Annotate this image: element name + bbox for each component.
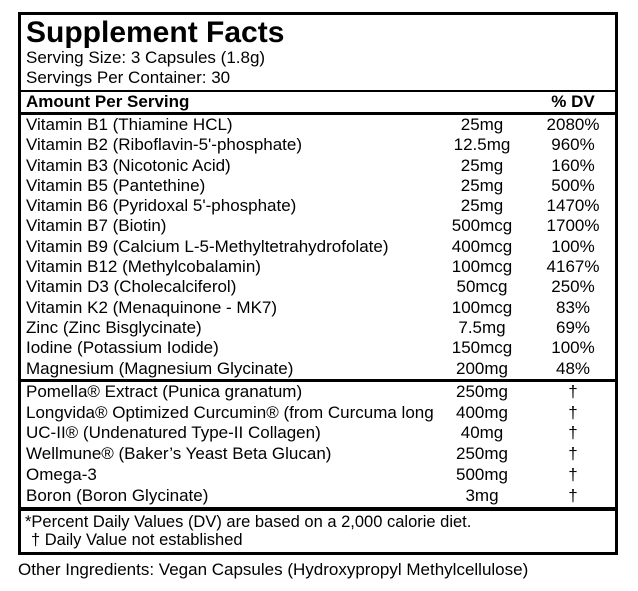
table-row: UC-II® (Undenatured Type-II Collagen) 40…	[21, 423, 615, 444]
table-row: Vitamin D3 (Cholecalciferol) 50mcg 250%	[21, 277, 615, 297]
ingredient-amount: 500mg	[456, 465, 508, 485]
dv-header: % DV	[551, 92, 595, 111]
nutrient-name: Magnesium (Magnesium Glycinate)	[26, 358, 294, 378]
table-row: Longvida® Optimized Curcumin® (from Curc…	[21, 403, 615, 424]
table-row: Pomella® Extract (Punica granatum) 250mg…	[21, 382, 615, 403]
other-ingredients: Other Ingredients: Vegan Capsules (Hydro…	[18, 559, 529, 579]
amount-column-spacer	[433, 92, 531, 112]
nutrient-name: Vitamin D3 (Cholecalciferol)	[26, 277, 237, 297]
table-row: Vitamin B2 (Riboflavin-5'-phosphate) 12.…	[21, 135, 615, 155]
percent-dv-footnote: *Percent Daily Values (DV) are based on …	[25, 512, 472, 531]
nutrient-amount: 7.5mg	[458, 317, 506, 337]
dagger-symbol: †	[568, 485, 578, 505]
ingredient-amount: 40mg	[460, 423, 504, 443]
servings-per-container: Servings Per Container: 30	[26, 68, 231, 87]
nutrient-dv: 1700%	[546, 216, 600, 236]
nutrient-name: Vitamin K2 (Menaquinone - MK7)	[26, 297, 278, 317]
nutrient-amount: 25mg	[460, 175, 504, 195]
table-row: Vitamin B6 (Pyridoxal 5'-phosphate) 25mg…	[21, 196, 615, 216]
nutrient-name: Vitamin B2 (Riboflavin-5'-phosphate)	[26, 135, 303, 155]
nutrient-dv: 160%	[551, 155, 595, 175]
nutrient-amount: 50mcg	[456, 277, 508, 297]
ingredient-amount: 3mg	[465, 485, 499, 505]
nutrient-dv: 83%	[555, 297, 591, 317]
ingredient-name: Wellmune® (Baker’s Yeast Beta Glucan)	[26, 444, 332, 464]
table-row: Wellmune® (Baker’s Yeast Beta Glucan) 25…	[21, 444, 615, 465]
nutrient-amount: 400mcg	[451, 236, 513, 256]
amount-per-serving-header: Amount Per Serving	[26, 92, 190, 111]
dagger-symbol: †	[568, 402, 578, 422]
nutrient-dv: 100%	[551, 338, 595, 358]
table-row: Vitamin B1 (Thiamine HCL) 25mg 2080%	[21, 115, 615, 135]
table-row: Zinc (Zinc Bisglycinate) 7.5mg 69%	[21, 318, 615, 338]
dagger-symbol: †	[568, 465, 578, 485]
nutrient-dv: 48%	[555, 358, 591, 378]
nutrient-name: Vitamin B5 (Pantethine)	[26, 175, 206, 195]
nutrient-amount: 100mcg	[451, 257, 513, 277]
nutrient-amount: 100mcg	[451, 297, 513, 317]
nutrient-amount: 25mg	[460, 196, 504, 216]
ingredient-amount: 400mg	[456, 402, 508, 422]
table-row: Vitamin B9 (Calcium L-5-Methyltetrahydro…	[21, 237, 615, 257]
table-row: Vitamin K2 (Menaquinone - MK7) 100mcg 83…	[21, 298, 615, 318]
nutrient-name: Iodine (Potassium Iodide)	[26, 338, 219, 358]
nutrient-amount: 500mcg	[451, 216, 513, 236]
nutrient-dv: 4167%	[546, 257, 600, 277]
nutrient-dv: 100%	[551, 236, 595, 256]
nutrient-amount: 25mg	[460, 115, 504, 134]
nutrient-dv: 69%	[555, 317, 591, 337]
nutrient-dv: 960%	[551, 135, 595, 155]
ingredient-name: Omega-3	[26, 465, 97, 485]
nutrient-name: Vitamin B9 (Calcium L-5-Methyltetrahydro…	[26, 236, 389, 256]
nutrient-amount: 25mg	[460, 155, 504, 175]
column-header-row: Amount Per Serving % DV	[21, 90, 615, 115]
nutrient-name: Vitamin B12 (Methylcobalamin)	[26, 257, 261, 277]
table-row: Omega-3 500mg †	[21, 465, 615, 486]
nutrient-name: Vitamin B3 (Nicotonic Acid)	[26, 155, 231, 175]
dagger-symbol: †	[568, 423, 578, 443]
supplement-facts-panel: Supplement Facts Serving Size: 3 Capsule…	[18, 12, 618, 555]
ingredient-name: Pomella® Extract (Punica granatum)	[26, 381, 303, 401]
ingredient-name: UC-II® (Undenatured Type-II Collagen)	[26, 423, 321, 443]
nutrient-dv: 2080%	[546, 115, 600, 134]
table-row: Vitamin B12 (Methylcobalamin) 100mcg 416…	[21, 257, 615, 277]
nutrient-dv: 250%	[551, 277, 595, 297]
dagger-footnote: † Daily Value not established	[31, 530, 243, 549]
dagger-symbol: †	[568, 381, 578, 401]
nutrients-section: Vitamin B1 (Thiamine HCL) 25mg 2080% Vit…	[21, 115, 615, 379]
table-row: Boron (Boron Glycinate) 3mg †	[21, 486, 615, 507]
ingredient-amount: 250mg	[456, 444, 508, 464]
ingredient-name: Boron (Boron Glycinate)	[26, 485, 209, 505]
ingredient-name: Longvida® Optimized Curcumin® (from Curc…	[26, 402, 433, 422]
table-row: Iodine (Potassium Iodide) 150mcg 100%	[21, 338, 615, 358]
nutrient-amount: 150mcg	[451, 338, 513, 358]
nutrient-amount: 12.5mg	[453, 135, 511, 155]
facts-title: Supplement Facts	[26, 16, 285, 49]
nutrient-name: Vitamin B6 (Pyridoxal 5'-phosphate)	[26, 196, 297, 216]
dagger-symbol: †	[568, 444, 578, 464]
nutrient-dv: 500%	[551, 175, 595, 195]
serving-size: Serving Size: 3 Capsules (1.8g)	[26, 48, 266, 67]
nutrient-name: Vitamin B1 (Thiamine HCL)	[26, 115, 233, 134]
table-row: Vitamin B7 (Biotin) 500mcg 1700%	[21, 216, 615, 236]
ingredient-amount: 250mg	[456, 381, 508, 401]
table-row: Vitamin B5 (Pantethine) 25mg 500%	[21, 176, 615, 196]
footnotes-section: *Percent Daily Values (DV) are based on …	[21, 506, 615, 552]
botanicals-section: Pomella® Extract (Punica granatum) 250mg…	[21, 378, 615, 507]
nutrient-amount: 200mg	[456, 358, 508, 378]
table-row: Vitamin B3 (Nicotonic Acid) 25mg 160%	[21, 156, 615, 176]
nutrient-dv: 1470%	[546, 196, 600, 216]
table-row: Magnesium (Magnesium Glycinate) 200mg 48…	[21, 359, 615, 379]
nutrient-name: Zinc (Zinc Bisglycinate)	[26, 317, 202, 337]
nutrient-name: Vitamin B7 (Biotin)	[26, 216, 167, 236]
